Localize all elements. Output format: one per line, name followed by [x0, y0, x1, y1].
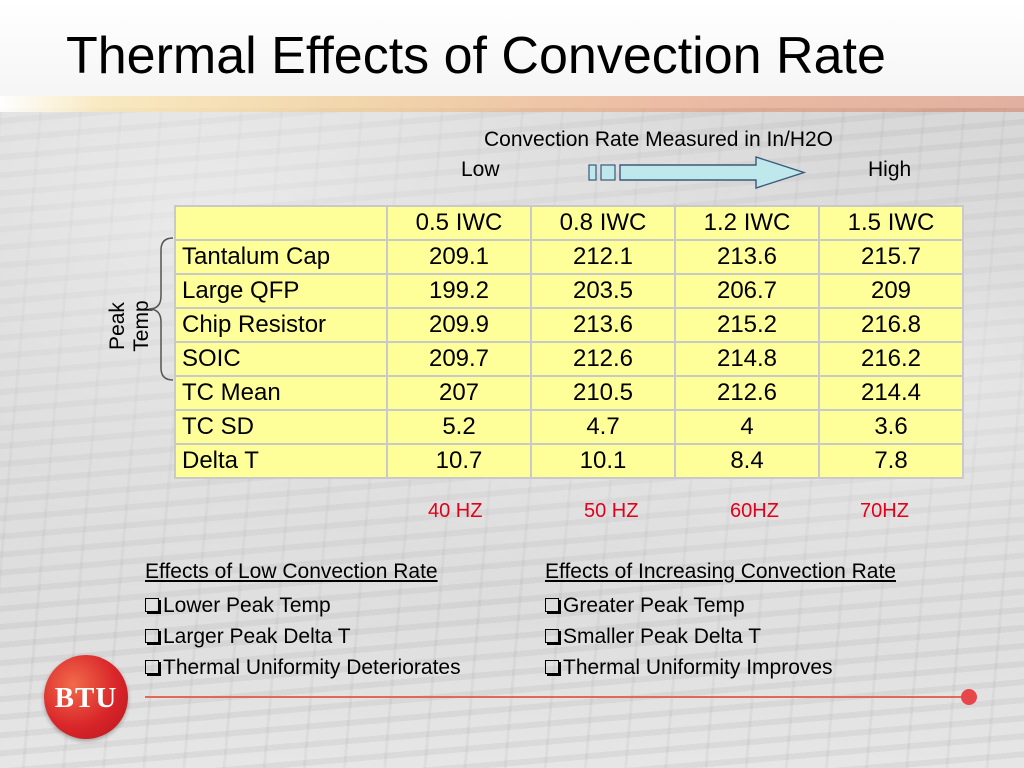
high-label: High — [868, 158, 912, 181]
table-cell: 207 — [388, 377, 530, 409]
frequency-label: 70HZ — [860, 500, 909, 522]
table-cell: 8.4 — [676, 445, 818, 477]
row-label: Large QFP — [176, 275, 386, 307]
effects-high-section: Effects of Increasing Convection Rate Gr… — [545, 560, 896, 683]
table-cell: 216.8 — [820, 309, 962, 341]
list-item: Larger Peak Delta T — [145, 621, 461, 652]
list-item-text: Thermal Uniformity Improves — [563, 656, 833, 679]
row-label: Chip Resistor — [176, 309, 386, 341]
table-row: Tantalum Cap 209.1 212.1 213.6 215.7 — [176, 241, 962, 273]
table-cell: 10.1 — [532, 445, 674, 477]
table-header-cell: 1.2 IWC — [676, 207, 818, 239]
table-cell: 199.2 — [388, 275, 530, 307]
table-header-cell: 1.5 IWC — [820, 207, 962, 239]
table-row: SOIC 209.7 212.6 214.8 216.2 — [176, 343, 962, 375]
checkbox-bullet-icon — [145, 660, 159, 674]
title-stripe — [0, 96, 1024, 112]
low-label: Low — [461, 158, 500, 181]
row-label: Delta T — [176, 445, 386, 477]
list-item: Thermal Uniformity Deteriorates — [145, 652, 461, 683]
table-cell: 210.5 — [532, 377, 674, 409]
row-label: Tantalum Cap — [176, 241, 386, 273]
checkbox-bullet-icon — [145, 598, 159, 612]
table-cell: 212.6 — [532, 343, 674, 375]
table-cell: 213.6 — [676, 241, 818, 273]
frequency-label: 40 HZ — [428, 500, 483, 522]
footer-divider — [145, 696, 967, 698]
table-header-row: 0.5 IWC 0.8 IWC 1.2 IWC 1.5 IWC — [176, 207, 962, 239]
table-cell: 10.7 — [388, 445, 530, 477]
table-cell: 206.7 — [676, 275, 818, 307]
table-row: TC Mean 207 210.5 212.6 214.4 — [176, 377, 962, 409]
table-header-cell: 0.8 IWC — [532, 207, 674, 239]
checkbox-bullet-icon — [545, 660, 559, 674]
table-row: Delta T 10.7 10.1 8.4 7.8 — [176, 445, 962, 477]
table-cell: 212.6 — [676, 377, 818, 409]
checkbox-bullet-icon — [545, 629, 559, 643]
convection-rate-label: Convection Rate Measured in In/H2O — [484, 128, 834, 151]
checkbox-bullet-icon — [145, 629, 159, 643]
list-item-text: Lower Peak Temp — [163, 594, 331, 617]
list-item: Lower Peak Temp — [145, 590, 461, 621]
left-brace-icon — [148, 237, 174, 381]
slide-title: Thermal Effects of Convection Rate — [66, 27, 886, 85]
table-cell: 209.9 — [388, 309, 530, 341]
list-item-text: Larger Peak Delta T — [163, 625, 351, 648]
footer-dot-icon — [961, 689, 977, 705]
row-label: TC Mean — [176, 377, 386, 409]
right-arrow-icon — [588, 156, 807, 189]
row-label: TC SD — [176, 411, 386, 443]
table-cell: 216.2 — [820, 343, 962, 375]
table-row: Large QFP 199.2 203.5 206.7 209 — [176, 275, 962, 307]
row-label: SOIC — [176, 343, 386, 375]
table-cell: 209 — [820, 275, 962, 307]
table-cell: 3.6 — [820, 411, 962, 443]
table-cell: 213.6 — [532, 309, 674, 341]
table-cell: 209.7 — [388, 343, 530, 375]
table-header-cell: 0.5 IWC — [388, 207, 530, 239]
btu-logo: BTU — [44, 655, 128, 739]
effects-low-heading: Effects of Low Convection Rate — [145, 560, 438, 583]
table-cell: 214.4 — [820, 377, 962, 409]
table-cell: 209.1 — [388, 241, 530, 273]
table-cell: 214.8 — [676, 343, 818, 375]
convection-data-table: 0.5 IWC 0.8 IWC 1.2 IWC 1.5 IWC Tantalum… — [174, 205, 964, 479]
list-item-text: Thermal Uniformity Deteriorates — [163, 656, 461, 679]
effects-low-section: Effects of Low Convection Rate Lower Pea… — [145, 560, 461, 683]
logo-text: BTU — [54, 682, 118, 714]
effects-high-heading: Effects of Increasing Convection Rate — [545, 560, 896, 583]
table-cell: 4.7 — [532, 411, 674, 443]
frequency-label: 50 HZ — [584, 500, 639, 522]
checkbox-bullet-icon — [545, 598, 559, 612]
table-row: TC SD 5.2 4.7 4 3.6 — [176, 411, 962, 443]
table-cell: 212.1 — [532, 241, 674, 273]
list-item: Greater Peak Temp — [545, 590, 896, 621]
frequency-label: 60HZ — [730, 500, 779, 522]
list-item: Thermal Uniformity Improves — [545, 652, 896, 683]
table-cell: 5.2 — [388, 411, 530, 443]
title-band — [0, 0, 1024, 108]
list-item-text: Smaller Peak Delta T — [563, 625, 762, 648]
table-cell: 203.5 — [532, 275, 674, 307]
list-item: Smaller Peak Delta T — [545, 621, 896, 652]
table-cell: 4 — [676, 411, 818, 443]
table-cell: 215.7 — [820, 241, 962, 273]
table-cell: 215.2 — [676, 309, 818, 341]
table-row: Chip Resistor 209.9 213.6 215.2 216.8 — [176, 309, 962, 341]
table-cell: 7.8 — [820, 445, 962, 477]
table-header-cell — [176, 207, 386, 239]
list-item-text: Greater Peak Temp — [563, 594, 745, 617]
